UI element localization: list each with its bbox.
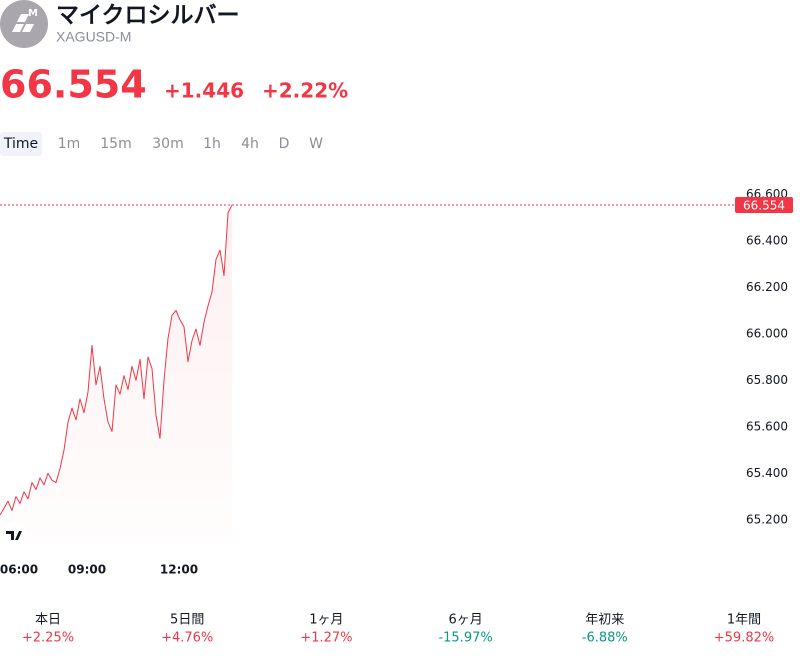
last-price-label: 66.554 xyxy=(743,198,785,212)
price-line xyxy=(0,204,233,516)
symbol-icon: M xyxy=(0,0,48,48)
chart: 65.200 65.400 65.600 65.800 66.000 66.200 66.4… xyxy=(0,187,793,577)
x-tick-label: 06:00 xyxy=(0,563,38,577)
interval-tab[interactable]: D xyxy=(279,136,290,152)
perf-value: +1.27% xyxy=(300,631,352,646)
interval-tab[interactable]: 1h xyxy=(203,136,221,152)
price-change-percent: +2.22% xyxy=(262,79,348,103)
y-tick-label: 66.400 xyxy=(746,233,788,247)
y-tick-label: 65.400 xyxy=(746,466,788,480)
icon-badge: M xyxy=(28,8,38,19)
perf-label: 5日間 xyxy=(170,613,204,628)
perf-value: +59.82% xyxy=(714,631,774,646)
price-area xyxy=(0,204,232,543)
performance: 本日 +2.25% 5日間 +4.76% 1ヶ月 +1.27% 6ヶ月 -15.97% 年初来 -… xyxy=(22,613,774,646)
interval-tab[interactable]: 30m xyxy=(152,136,183,152)
perf-label: 6ヶ月 xyxy=(448,613,482,628)
interval-tabs: Time 1m 15m 30m 1h 4h D W xyxy=(0,132,323,156)
price-change: +1.446 xyxy=(164,79,244,103)
symbol-code: XAGUSD-M xyxy=(56,29,131,45)
tab-active-bg xyxy=(0,132,42,156)
interval-tab[interactable]: 15m xyxy=(100,136,131,152)
perf-value: -6.88% xyxy=(582,631,628,646)
x-tick-label: 12:00 xyxy=(160,563,198,577)
x-tick-label: 09:00 xyxy=(68,563,106,577)
interval-tab[interactable]: Time xyxy=(3,136,38,152)
interval-tab[interactable]: W xyxy=(309,136,323,152)
y-tick-label: 65.800 xyxy=(746,373,788,387)
price: 66.554 xyxy=(0,63,147,107)
y-tick-label: 65.200 xyxy=(746,512,788,526)
perf-label: 1ヶ月 xyxy=(309,613,343,628)
y-tick-label: 66.200 xyxy=(746,280,788,294)
y-tick-label: 65.600 xyxy=(746,419,788,433)
tradingview-logo xyxy=(0,522,28,550)
perf-value: -15.97% xyxy=(438,631,492,646)
perf-value: +2.25% xyxy=(22,631,74,646)
symbol-title: マイクロシルバー xyxy=(56,3,240,29)
last-price-label-bg xyxy=(735,196,793,213)
perf-label: 1年間 xyxy=(727,613,761,628)
y-tick-label: 66.000 xyxy=(746,326,788,340)
interval-tab[interactable]: 4h xyxy=(241,136,259,152)
perf-value: +4.76% xyxy=(161,631,213,646)
interval-tab[interactable]: 1m xyxy=(58,136,81,152)
perf-label: 年初来 xyxy=(585,613,624,628)
perf-label: 本日 xyxy=(35,613,61,628)
